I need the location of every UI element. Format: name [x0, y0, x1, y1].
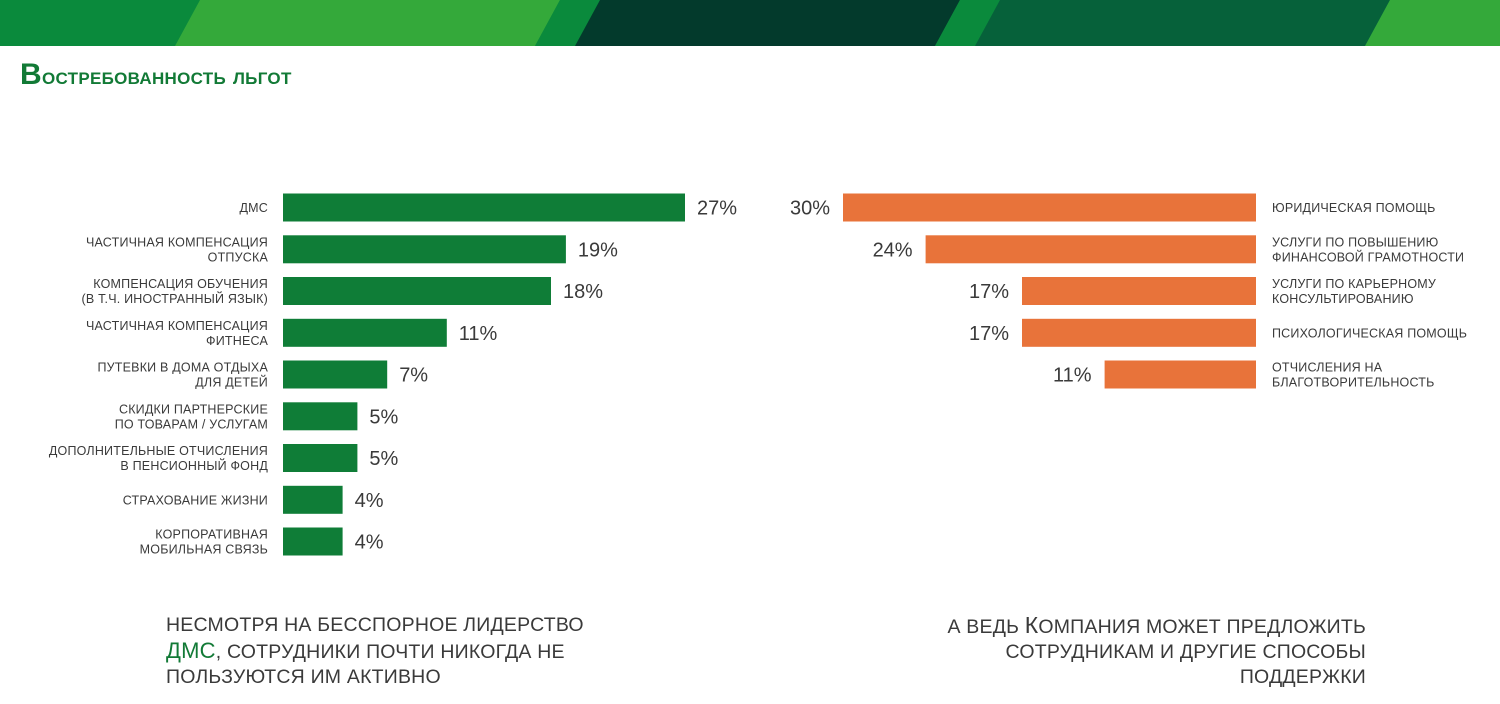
conclusion-left-highlight: ДМС — [166, 638, 216, 663]
value-label-left-6: 5% — [369, 448, 398, 470]
conclusion-right: А ВЕДЬ КОМПАНИЯ МОЖЕТ ПРЕДЛОЖИТЬ СОТРУДН… — [947, 613, 1366, 690]
category-label-left-4-0: ПУТЕВКИ В ДОМА ОТДЫХА — [97, 361, 268, 375]
value-label-right-3: 17% — [969, 323, 1009, 345]
bar-left-8 — [283, 527, 343, 556]
page-title: Востребованность льгот — [20, 58, 292, 92]
value-label-left-3: 11% — [459, 323, 498, 345]
category-label-left-5-1: ПО ТОВАРАМ / УСЛУГАМ — [115, 417, 268, 431]
category-label-left-8-1: МОБИЛЬНАЯ СВЯЗЬ — [140, 543, 268, 557]
value-label-right-0: 30% — [790, 198, 830, 220]
category-label-right-1-1: ФИНАНСОВОЙ ГРАМОТНОСТИ — [1272, 249, 1464, 264]
category-label-left-4-1: ДЛЯ ДЕТЕЙ — [195, 375, 268, 390]
category-label-left-3-0: ЧАСТИЧНАЯ КОМПЕНСАЦИЯ — [86, 319, 268, 333]
header-band-segment-7 — [1365, 0, 1500, 46]
bar-group-left-2: КОМПЕНСАЦИЯ ОБУЧЕНИЯ(В Т.Ч. ИНОСТРАННЫЙ … — [82, 277, 603, 306]
category-label-left-1-1: ОТПУСКА — [208, 250, 269, 264]
conclusion-right-line-1: А ВЕДЬ КОМПАНИЯ МОЖЕТ ПРЕДЛОЖИТЬ — [947, 613, 1366, 640]
value-label-left-0: 27% — [697, 198, 737, 220]
category-label-left-8-0: КОРПОРАТИВНАЯ — [155, 528, 268, 542]
header-band-segment-2 — [175, 0, 560, 46]
bar-right-1 — [925, 235, 1256, 264]
category-label-right-1-0: УСЛУГИ ПО ПОВЫШЕНИЮ — [1272, 235, 1439, 249]
header-band-segment-6 — [975, 0, 1390, 46]
value-label-left-7: 4% — [355, 490, 384, 512]
page-title-first-letter: В — [20, 58, 42, 91]
category-label-left-1-0: ЧАСТИЧНАЯ КОМПЕНСАЦИЯ — [86, 235, 268, 249]
header-band — [0, 0, 1500, 46]
header-band-segment-4 — [575, 0, 960, 46]
bar-right-2 — [1022, 277, 1256, 305]
bar-group-left-7: СТРАХОВАНИЕ ЖИЗНИ 4% — [123, 485, 384, 514]
bar-right-4 — [1104, 360, 1256, 389]
bar-group-left-0: ДМС 27% — [239, 193, 737, 222]
value-label-left-4: 7% — [399, 365, 428, 387]
header-band-segment-5 — [935, 0, 1000, 46]
bar-left-7 — [283, 485, 343, 514]
bar-left-2 — [283, 277, 551, 305]
category-label-left-5-0: СКИДКИ ПАРТНЕРСКИЕ — [119, 402, 268, 416]
category-label-left-7-0: СТРАХОВАНИЕ ЖИЗНИ — [123, 493, 268, 507]
category-label-left-2-0: КОМПЕНСАЦИЯ ОБУЧЕНИЯ — [93, 277, 268, 291]
category-label-left-6-1: В ПЕНСИОННЫЙ ФОНД — [120, 458, 268, 473]
header-band-segment-3 — [535, 0, 600, 46]
conclusion-left-line-2-rest: , СОТРУДНИКИ ПОЧТИ НИКОГДА НЕ — [215, 641, 565, 663]
conclusion-left: НЕСМОТРЯ НА БЕССПОРНОЕ ЛИДЕРСТВО ДМС, СО… — [166, 613, 584, 690]
category-label-left-2-1: (В Т.Ч. ИНОСТРАННЫЙ ЯЗЫК) — [82, 291, 268, 306]
bar-left-1 — [283, 235, 566, 264]
value-label-right-4: 11% — [1053, 365, 1092, 387]
category-label-right-4-1: БЛАГОТВОРИТЕЛЬНОСТЬ — [1272, 376, 1435, 390]
bar-left-4 — [283, 360, 388, 389]
header-band-segment-1 — [0, 0, 200, 46]
conclusion-left-line-2: ДМС, СОТРУДНИКИ ПОЧТИ НИКОГДА НЕ — [166, 638, 584, 665]
page-title-rest: остребованность льгот — [41, 63, 292, 90]
category-label-right-2-0: УСЛУГИ ПО КАРЬЕРНОМУ — [1272, 277, 1436, 291]
bar-left-0 — [283, 193, 685, 222]
conclusion-right-line-1-b: ОМПАНИЯ МОЖЕТ ПРЕДЛОЖИТЬ — [1038, 616, 1366, 638]
bar-group-right-0: ЮРИДИЧЕСКАЯ ПОМОЩЬ 30% — [790, 193, 1436, 222]
category-label-left-0-0: ДМС — [239, 201, 268, 215]
other-support-chart: ЮРИДИЧЕСКАЯ ПОМОЩЬ 30% УСЛУГИ ПО ПОВЫШЕНИЮ… — [790, 193, 1467, 390]
bar-left-6 — [283, 444, 358, 472]
bar-left-3 — [283, 318, 447, 347]
conclusion-right-line-2: СОТРУДНИКАМ И ДРУГИЕ СПОСОБЫ — [1005, 641, 1366, 663]
category-label-left-3-1: ФИТНЕСА — [206, 334, 268, 348]
category-label-right-3-0: ПСИХОЛОГИЧЕСКАЯ ПОМОЩЬ — [1272, 326, 1467, 340]
category-label-right-0-0: ЮРИДИЧЕСКАЯ ПОМОЩЬ — [1272, 201, 1436, 215]
bar-right-3 — [1022, 318, 1256, 347]
value-label-right-2: 17% — [969, 281, 1009, 303]
conclusion-left-line-3: ПОЛЬЗУЮТСЯ ИМ АКТИВНО — [166, 666, 441, 688]
category-label-right-2-1: КОНСУЛЬТИРОВАНИЮ — [1272, 292, 1414, 306]
value-label-left-2: 18% — [563, 281, 603, 303]
value-label-left-1: 19% — [578, 239, 618, 261]
category-label-left-6-0: ДОПОЛНИТЕЛЬНЫЕ ОТЧИСЛЕНИЯ — [49, 444, 268, 458]
value-label-left-8: 4% — [355, 532, 384, 554]
bar-group-right-3: ПСИХОЛОГИЧЕСКАЯ ПОМОЩЬ 17% — [969, 318, 1467, 347]
category-label-right-4-0: ОТЧИСЛЕНИЯ НА — [1272, 361, 1383, 375]
value-label-right-1: 24% — [873, 239, 913, 261]
conclusion-right-line-3: ПОДДЕРЖКИ — [1239, 666, 1366, 688]
value-label-left-5: 5% — [369, 406, 398, 428]
bar-left-5 — [283, 402, 358, 431]
conclusion-left-line-1: НЕСМОТРЯ НА БЕССПОРНОЕ ЛИДЕРСТВО — [166, 614, 584, 636]
conclusion-right-cap: К — [1024, 612, 1039, 638]
bar-right-0 — [843, 193, 1256, 222]
conclusion-right-line-1-a: А ВЕДЬ — [947, 616, 1025, 638]
